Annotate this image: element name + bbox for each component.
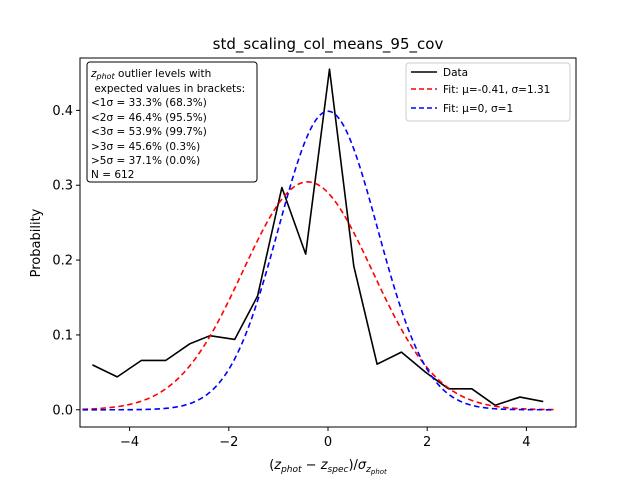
x-axis: −4 −2 0 2 4: [120, 427, 531, 450]
x-tick-label: 2: [423, 435, 431, 450]
series-line-2: [82, 110, 554, 411]
y-tick-label: 0.0: [52, 403, 73, 418]
annotation-box-frame: [86, 61, 258, 183]
annotation-line-5: >3σ = 45.6% (0.3%): [91, 141, 200, 153]
series-layer: [82, 68, 554, 411]
legend-label-data: Data: [443, 67, 468, 79]
legend-frame: [405, 62, 571, 122]
y-tick-label: 0.2: [52, 254, 73, 269]
chart-title: std_scaling_col_means_95_cov: [213, 35, 444, 54]
y-axis: 0.0 0.1 0.2 0.3 0.4: [52, 104, 80, 418]
annotation-line-4: <3σ = 53.9% (99.7%): [91, 126, 207, 138]
annotation-line-0: zphot outlier levels with: [90, 68, 211, 81]
series-line-0: [92, 68, 544, 407]
legend: Data Fit: μ=-0.41, σ=1.31 Fit: μ=0, σ=1: [405, 62, 571, 122]
annotation-line-2: <1σ = 33.3% (68.3%): [91, 97, 207, 109]
y-tick-label: 0.1: [52, 328, 73, 343]
y-tick-label: 0.3: [52, 179, 73, 194]
x-tick-label: −4: [120, 435, 139, 450]
annotation-line-3: <2σ = 46.4% (95.5%): [91, 112, 207, 124]
y-tick-label: 0.4: [52, 104, 73, 119]
series-line-1: [82, 181, 554, 411]
x-tick-label: −2: [219, 435, 238, 450]
y-axis-label: Probability: [29, 208, 44, 277]
annotation-line-1: expected values in brackets:: [91, 83, 245, 95]
annotation-line-7: N = 612: [91, 169, 134, 181]
annotation-line-6: >5σ = 37.1% (0.0%): [91, 155, 200, 167]
x-tick-label: 4: [522, 435, 530, 450]
outlier-annotation-box: zphot outlier levels with expected value…: [86, 61, 258, 183]
x-tick-label: 0: [324, 435, 332, 450]
legend-label-fit-1: Fit: μ=-0.41, σ=1.31: [443, 84, 550, 96]
legend-label-fit-2: Fit: μ=0, σ=1: [443, 103, 513, 115]
